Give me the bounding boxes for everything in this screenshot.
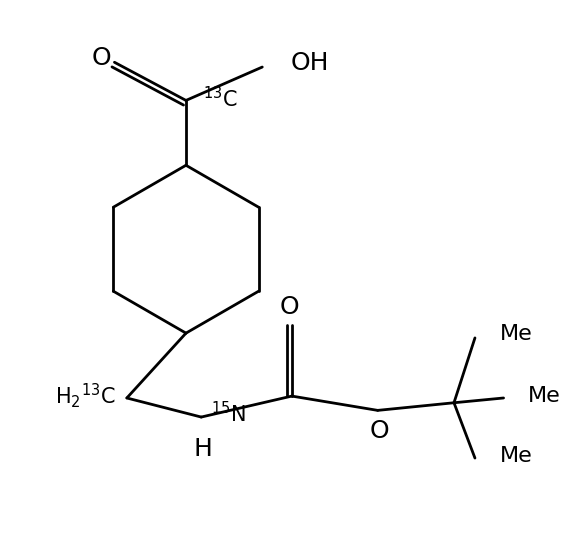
Text: OH: OH: [291, 51, 329, 75]
Text: O: O: [370, 419, 389, 443]
Text: $^{15}$N: $^{15}$N: [211, 401, 246, 426]
Text: H$_2$$^{13}$C: H$_2$$^{13}$C: [55, 381, 116, 410]
Text: O: O: [280, 295, 300, 319]
Text: Me: Me: [500, 446, 532, 466]
Text: H: H: [194, 437, 213, 461]
Text: O: O: [91, 47, 111, 71]
Text: Me: Me: [528, 386, 561, 406]
Text: Me: Me: [500, 324, 532, 344]
Text: $^{13}$C: $^{13}$C: [203, 86, 238, 111]
